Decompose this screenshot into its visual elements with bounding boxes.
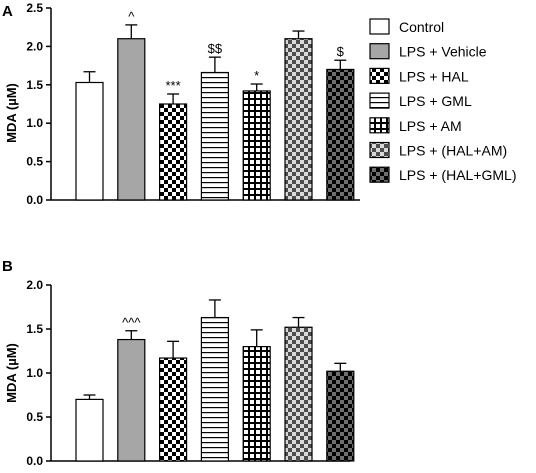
legend-label-4: LPS + GML: [399, 93, 472, 109]
y-tick-label: 1.0: [26, 366, 43, 380]
legend-label-1: Control: [399, 19, 444, 35]
legend-swatch-1: [369, 18, 390, 35]
bar-5: [242, 90, 271, 201]
significance-label-2: ^^^: [122, 315, 141, 330]
bar-7: [326, 68, 355, 201]
y-axis-label: MDA (µM): [4, 83, 19, 143]
y-axis-label: MDA (µM): [4, 343, 19, 403]
bar-3: [159, 357, 188, 462]
bar-4: [200, 316, 229, 462]
bar-7: [326, 370, 355, 462]
y-tick-label: 1.5: [26, 322, 43, 336]
y-tick-label: 1.0: [26, 116, 43, 130]
bar-3: [159, 103, 188, 201]
panel-b-chart: 0.0 0.5 1.0 1.5 2.0 MDA (µM) ^^^: [4, 278, 355, 468]
significance-label-7: $: [337, 44, 345, 59]
panel-letter-a: A: [2, 3, 13, 20]
y-tick-label: 0.5: [26, 410, 43, 424]
legend-label-5: LPS + AM: [399, 118, 462, 134]
legend-label-2: LPS + Vehicle: [399, 44, 487, 60]
panel-a-chart: 0.0 0.5 1.0 1.5 2.0 2.5 MDA (µM) ^ *** $$ * $: [4, 1, 360, 207]
significance-label-3: ***: [166, 78, 181, 93]
legend-label-7: LPS + (HAL+GML): [399, 167, 517, 183]
legend-swatch-3: [369, 67, 390, 85]
y-tick-label: 1.5: [26, 78, 43, 92]
legend-label-3: LPS + HAL: [399, 68, 469, 84]
bar-5: [242, 346, 271, 462]
y-tick-label: 2.5: [26, 1, 43, 15]
legend-swatch-5: [369, 117, 390, 134]
significance-label-5: *: [254, 68, 259, 83]
significance-label-2: ^: [128, 9, 135, 24]
legend-swatch-7: [369, 166, 390, 183]
legend-swatch-6: [369, 141, 390, 159]
panel-letter-b: B: [2, 258, 13, 275]
legend: Control LPS + Vehicle LPS + HAL LPS + GML LP…: [369, 18, 517, 183]
y-tick-label: 0.5: [26, 155, 43, 169]
bar-4: [200, 71, 229, 201]
bar-1: [75, 398, 104, 462]
significance-label-4: $$: [208, 41, 223, 56]
bar-2: [117, 338, 146, 462]
bar-6: [284, 326, 313, 462]
y-tick-label: 0.0: [26, 193, 43, 207]
y-tick-label: 0.0: [26, 454, 43, 468]
y-tick-label: 2.0: [26, 278, 43, 292]
legend-label-6: LPS + (HAL+AM): [399, 143, 507, 159]
bar-1: [75, 81, 104, 201]
bar-2: [117, 38, 146, 201]
legend-swatch-4: [369, 92, 390, 109]
y-tick-label: 2.0: [26, 39, 43, 53]
bar-6: [284, 38, 313, 201]
legend-swatch-2: [369, 43, 390, 60]
